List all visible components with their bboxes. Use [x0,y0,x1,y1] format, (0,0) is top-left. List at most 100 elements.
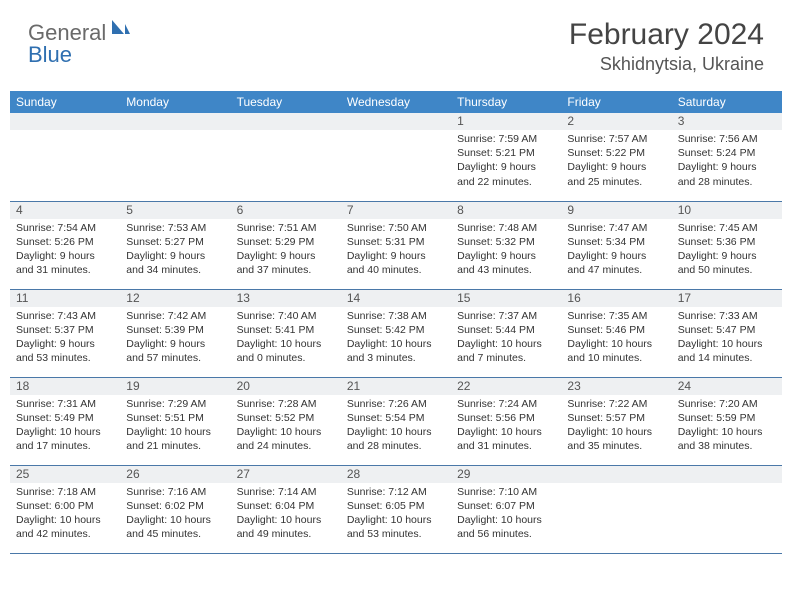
day-number: 19 [120,378,230,395]
empty-day-number [120,113,230,130]
day-number: 28 [341,466,451,483]
day-details: Sunrise: 7:43 AMSunset: 5:37 PMDaylight:… [16,309,114,366]
day-number: 6 [231,202,341,219]
sunset-text: Sunset: 5:39 PM [126,323,224,337]
day-number: 20 [231,378,341,395]
sunrise-text: Sunrise: 7:54 AM [16,221,114,235]
day-number: 15 [451,290,561,307]
sunset-text: Sunset: 5:22 PM [567,146,665,160]
daylight-text: Daylight: 10 hours and 38 minutes. [678,425,776,453]
daylight-text: Daylight: 10 hours and 0 minutes. [237,337,335,365]
weekday-header: Friday [561,91,671,113]
calendar-day-cell: 10Sunrise: 7:45 AMSunset: 5:36 PMDayligh… [672,201,782,289]
sunrise-text: Sunrise: 7:42 AM [126,309,224,323]
sunrise-text: Sunrise: 7:43 AM [16,309,114,323]
empty-day-number [231,113,341,130]
daylight-text: Daylight: 9 hours and 57 minutes. [126,337,224,365]
calendar-day-cell: 24Sunrise: 7:20 AMSunset: 5:59 PMDayligh… [672,377,782,465]
daylight-text: Daylight: 10 hours and 21 minutes. [126,425,224,453]
daylight-text: Daylight: 9 hours and 53 minutes. [16,337,114,365]
sunrise-text: Sunrise: 7:48 AM [457,221,555,235]
weekday-header-row: SundayMondayTuesdayWednesdayThursdayFrid… [10,91,782,113]
day-number: 13 [231,290,341,307]
daylight-text: Daylight: 10 hours and 3 minutes. [347,337,445,365]
weekday-header: Tuesday [231,91,341,113]
day-number: 9 [561,202,671,219]
sunset-text: Sunset: 5:51 PM [126,411,224,425]
day-details: Sunrise: 7:31 AMSunset: 5:49 PMDaylight:… [16,397,114,454]
daylight-text: Daylight: 10 hours and 35 minutes. [567,425,665,453]
daylight-text: Daylight: 9 hours and 28 minutes. [678,160,776,188]
sunset-text: Sunset: 5:37 PM [16,323,114,337]
sunset-text: Sunset: 6:04 PM [237,499,335,513]
calendar-empty-cell [10,113,120,201]
sunrise-text: Sunrise: 7:12 AM [347,485,445,499]
day-details: Sunrise: 7:59 AMSunset: 5:21 PMDaylight:… [457,132,555,189]
sunrise-text: Sunrise: 7:38 AM [347,309,445,323]
calendar-day-cell: 18Sunrise: 7:31 AMSunset: 5:49 PMDayligh… [10,377,120,465]
calendar-day-cell: 6Sunrise: 7:51 AMSunset: 5:29 PMDaylight… [231,201,341,289]
calendar-week-row: 4Sunrise: 7:54 AMSunset: 5:26 PMDaylight… [10,201,782,289]
calendar-day-cell: 17Sunrise: 7:33 AMSunset: 5:47 PMDayligh… [672,289,782,377]
calendar-day-cell: 5 Sunrise: 7:53 AMSunset: 5:27 PMDaylight… [120,201,230,289]
sunset-text: Sunset: 5:32 PM [457,235,555,249]
day-details: Sunrise: 7:56 AMSunset: 5:24 PMDaylight:… [678,132,776,189]
day-number: 23 [561,378,671,395]
title-block: February 2024 Skhidnytsia, Ukraine [569,18,764,75]
sunset-text: Sunset: 5:46 PM [567,323,665,337]
calendar-day-cell: 21Sunrise: 7:26 AMSunset: 5:54 PMDayligh… [341,377,451,465]
daylight-text: Daylight: 10 hours and 17 minutes. [16,425,114,453]
sunset-text: Sunset: 5:27 PM [126,235,224,249]
day-number: 10 [672,202,782,219]
empty-day-number [341,113,451,130]
day-number: 26 [120,466,230,483]
day-number: 8 [451,202,561,219]
day-number: 21 [341,378,451,395]
daylight-text: Daylight: 9 hours and 22 minutes. [457,160,555,188]
day-number: 14 [341,290,451,307]
sunrise-text: Sunrise: 7:40 AM [237,309,335,323]
day-details: Sunrise: 7:20 AMSunset: 5:59 PMDaylight:… [678,397,776,454]
daylight-text: Daylight: 10 hours and 56 minutes. [457,513,555,541]
day-details: Sunrise: 7:48 AMSunset: 5:32 PMDaylight:… [457,221,555,278]
sunrise-text: Sunrise: 7:31 AM [16,397,114,411]
sunset-text: Sunset: 5:49 PM [16,411,114,425]
calendar-week-row: 1Sunrise: 7:59 AMSunset: 5:21 PMDaylight… [10,113,782,201]
day-details: Sunrise: 7:33 AMSunset: 5:47 PMDaylight:… [678,309,776,366]
calendar-day-cell: 23 Sunrise: 7:22 AMSunset: 5:57 PMDayligh… [561,377,671,465]
sunset-text: Sunset: 5:54 PM [347,411,445,425]
sunrise-text: Sunrise: 7:57 AM [567,132,665,146]
sunrise-text: Sunrise: 7:24 AM [457,397,555,411]
sunset-text: Sunset: 5:42 PM [347,323,445,337]
sunset-text: Sunset: 6:05 PM [347,499,445,513]
sunset-text: Sunset: 5:29 PM [237,235,335,249]
day-details: Sunrise: 7:22 AMSunset: 5:57 PMDaylight:… [567,397,665,454]
day-details: Sunrise: 7:37 AMSunset: 5:44 PMDaylight:… [457,309,555,366]
daylight-text: Daylight: 9 hours and 43 minutes. [457,249,555,277]
calendar-day-cell: 4Sunrise: 7:54 AMSunset: 5:26 PMDaylight… [10,201,120,289]
logo-sail-icon [110,18,130,41]
sunrise-text: Sunrise: 7:10 AM [457,485,555,499]
sunrise-text: Sunrise: 7:29 AM [126,397,224,411]
day-details: Sunrise: 7:54 AMSunset: 5:26 PMDaylight:… [16,221,114,278]
empty-day-number [561,466,671,483]
day-number: 29 [451,466,561,483]
sunrise-text: Sunrise: 7:37 AM [457,309,555,323]
sunset-text: Sunset: 6:02 PM [126,499,224,513]
month-title: February 2024 [569,18,764,52]
day-number: 5 [120,202,230,219]
sunrise-text: Sunrise: 7:59 AM [457,132,555,146]
calendar-day-cell: 22Sunrise: 7:24 AMSunset: 5:56 PMDayligh… [451,377,561,465]
sunset-text: Sunset: 5:57 PM [567,411,665,425]
daylight-text: Daylight: 10 hours and 14 minutes. [678,337,776,365]
calendar-empty-cell [120,113,230,201]
sunset-text: Sunset: 5:26 PM [16,235,114,249]
calendar-empty-cell [561,465,671,553]
sunset-text: Sunset: 5:47 PM [678,323,776,337]
day-details: Sunrise: 7:53 AMSunset: 5:27 PMDaylight:… [126,221,224,278]
daylight-text: Daylight: 9 hours and 50 minutes. [678,249,776,277]
sunrise-text: Sunrise: 7:26 AM [347,397,445,411]
day-number: 16 [561,290,671,307]
daylight-text: Daylight: 9 hours and 37 minutes. [237,249,335,277]
sunset-text: Sunset: 5:34 PM [567,235,665,249]
